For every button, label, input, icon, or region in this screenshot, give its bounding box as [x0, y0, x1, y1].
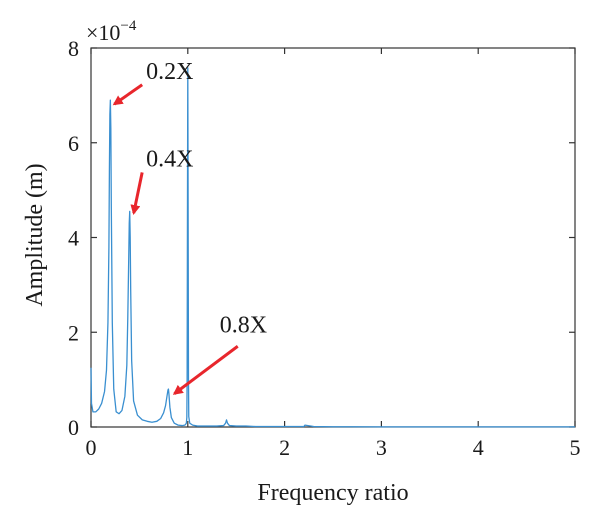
x-tick-label: 5	[570, 435, 581, 460]
annotation-arrow	[172, 345, 239, 395]
annotation-arrow	[130, 172, 144, 216]
x-axis-label: Frequency ratio	[257, 480, 408, 506]
y-tick-label: 4	[68, 226, 79, 251]
x-tick-label: 3	[376, 435, 387, 460]
annotation-label: 0.2X	[146, 59, 193, 85]
annotation-arrow	[112, 83, 144, 106]
x-tick-label: 0	[86, 435, 97, 460]
spectrum-line	[90, 67, 575, 428]
x-tick-label: 1	[182, 435, 193, 460]
plot-frame	[90, 47, 576, 428]
x-tick-label: 2	[279, 435, 290, 460]
y-axis-label: Amplitude (m)	[22, 163, 48, 306]
y-tick-label: 0	[68, 415, 79, 440]
y-tick-label: 6	[68, 131, 79, 156]
y-multiplier-label: ×10−4	[86, 18, 137, 45]
annotation-label: 0.4X	[146, 146, 193, 172]
annotation-label: 0.8X	[220, 312, 267, 338]
y-tick-label: 2	[68, 320, 79, 345]
y-tick-label: 8	[68, 36, 79, 61]
x-tick-label: 4	[473, 435, 484, 460]
